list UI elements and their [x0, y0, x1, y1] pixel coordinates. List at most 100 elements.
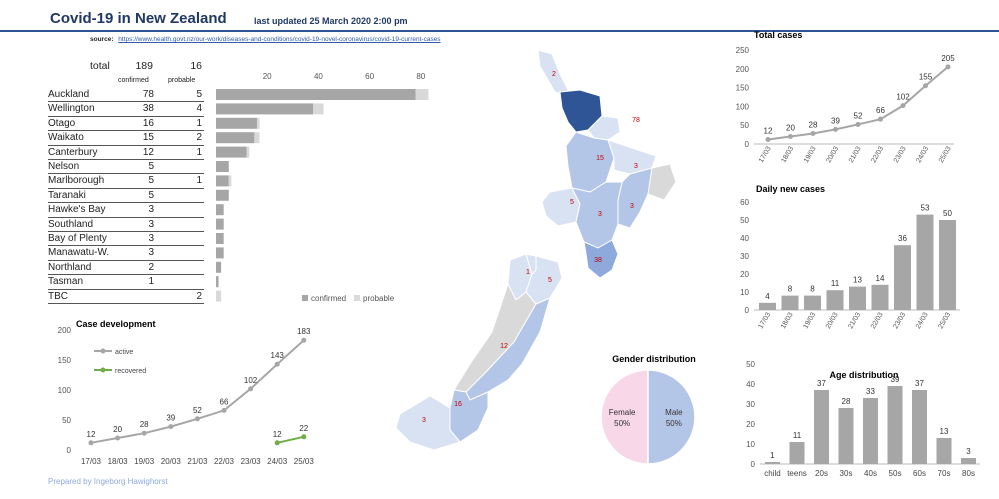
region-name: Manawatu-W. — [48, 247, 110, 259]
pie-slice — [600, 369, 649, 465]
region-row: Marlborough 5 1 — [48, 174, 204, 189]
data-label: 50 — [943, 209, 952, 218]
region-confirmed: 3 — [148, 218, 154, 230]
x-tick-label: 22/03 — [214, 457, 235, 466]
y-tick-label: 0 — [751, 460, 756, 469]
region-probable: 2 — [196, 132, 202, 144]
map-label: 2 — [552, 71, 556, 78]
data-label: 4 — [765, 292, 770, 301]
title-rule — [0, 30, 999, 32]
data-point — [810, 130, 816, 136]
map-label: 1 — [526, 269, 530, 276]
data-point — [833, 126, 838, 132]
bar — [814, 390, 829, 464]
data-label: 1 — [770, 451, 775, 460]
x-tick-label: 18/03 — [108, 457, 129, 466]
data-point — [900, 103, 906, 109]
x-tick-label: 17/03 — [757, 311, 772, 330]
x-tick-label: 20/03 — [161, 457, 182, 466]
pie-slice — [647, 369, 696, 465]
x-tick-label: 19/03 — [803, 145, 818, 164]
x-tick-label: 17/03 — [758, 145, 773, 164]
case-development-chart: Case development 0 50 100 150 200 12 20 28 39 52 66… — [58, 319, 315, 466]
region-row: Taranaki 5 — [48, 189, 204, 204]
region-confirmed: 5 — [148, 175, 154, 187]
y-tick-label: 50 — [62, 416, 71, 425]
bar — [912, 390, 927, 464]
map-label: 3 — [422, 417, 426, 424]
x-tick-label: teens — [787, 469, 807, 478]
bar-confirmed — [216, 233, 224, 244]
y-tick-label: 10 — [740, 288, 749, 297]
chart-title: Age distribution — [830, 370, 899, 380]
total-label: total — [90, 60, 110, 72]
data-label: 11 — [831, 279, 840, 288]
bar-probable — [256, 117, 260, 129]
legend-label: active — [115, 349, 133, 356]
x-tick-label: 80 — [416, 72, 425, 81]
x-tick-label: 80s — [962, 469, 975, 478]
x-tick-label: 60s — [913, 469, 926, 478]
chart-title: Total cases — [754, 30, 802, 40]
data-label: 8 — [788, 285, 793, 294]
map-label: 3 — [634, 163, 638, 170]
region-confirmed: 3 — [148, 247, 154, 259]
map-label: 12 — [500, 343, 508, 350]
y-tick-label: 30 — [740, 252, 749, 261]
region-row: Hawke's Bay 3 — [48, 203, 204, 218]
bar — [838, 408, 854, 464]
data-label: 66 — [876, 106, 885, 115]
data-label: 28 — [140, 420, 149, 429]
x-tick-label: 19/03 — [802, 311, 817, 330]
bar — [789, 442, 805, 464]
region-probable: 1 — [196, 146, 202, 158]
data-label: 12 — [273, 430, 282, 439]
region-confirmed: 78 — [142, 89, 154, 100]
y-tick-label: 50 — [740, 121, 749, 130]
region-confirmed: 1 — [148, 276, 154, 288]
region-confirmed: 3 — [148, 204, 154, 216]
bar-probable — [415, 89, 429, 100]
region-confirmed: 16 — [142, 117, 154, 129]
data-label: 14 — [876, 274, 885, 283]
bar-confirmed — [216, 189, 229, 201]
y-tick-label: 50 — [740, 216, 749, 225]
map-label: 5 — [548, 277, 552, 284]
bar — [759, 302, 776, 310]
map-label: 5 — [570, 199, 574, 206]
slice-label: Male — [665, 408, 683, 417]
bar — [826, 290, 844, 310]
x-tick-label: 70s — [938, 469, 951, 478]
legend-label: recovered — [115, 368, 146, 375]
x-tick-label: 23/03 — [892, 311, 907, 330]
source-link[interactable]: https://www.health.govt.nz/our-work/dise… — [118, 36, 441, 43]
slice-label: 50% — [614, 419, 630, 428]
x-tick-label: 17/03 — [81, 457, 102, 466]
region-row: Waikato 15 2 — [48, 131, 204, 146]
region-name: Wellington — [48, 103, 95, 115]
bar — [781, 295, 799, 310]
y-tick-label: 20 — [746, 420, 755, 429]
region-row: Southland 3 — [48, 218, 204, 232]
data-point — [301, 337, 307, 343]
data-label: 102 — [896, 93, 910, 102]
data-label: 37 — [915, 379, 924, 388]
x-tick-label: 40 — [314, 72, 323, 81]
y-tick-label: 0 — [67, 446, 72, 455]
map-label: 38 — [594, 257, 602, 264]
data-label: 3 — [966, 447, 971, 456]
data-label: 28 — [809, 120, 818, 129]
region-name: Tasman — [48, 276, 84, 288]
data-point — [274, 440, 280, 446]
data-label: 12 — [764, 126, 773, 135]
source-label: source: — [90, 36, 114, 43]
x-tick-label: 60 — [365, 72, 374, 81]
page-title: Covid-19 in New Zealand — [50, 10, 227, 27]
region-row: Canterbury 12 1 — [48, 146, 204, 160]
last-updated: last updated 25 March 2020 2:00 pm — [254, 16, 408, 26]
data-point — [855, 121, 861, 127]
y-tick-label: 100 — [58, 386, 72, 395]
region-row: Auckland 78 5 — [48, 88, 204, 103]
probable-header: probable — [168, 77, 196, 84]
